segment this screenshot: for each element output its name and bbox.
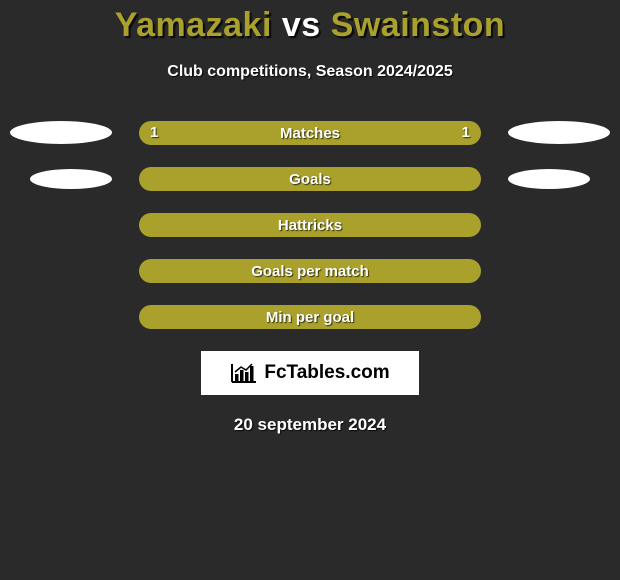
player-marker-right <box>508 121 610 144</box>
title-vs: vs <box>282 6 321 44</box>
player-marker-left <box>10 121 112 144</box>
stat-bar: Goals <box>139 167 481 191</box>
stat-bar: Hattricks <box>139 213 481 237</box>
logo: FcTables.com <box>201 351 419 395</box>
stat-label: Goals <box>139 167 481 191</box>
stat-label: Matches <box>139 121 481 145</box>
stat-label: Hattricks <box>139 213 481 237</box>
infographic: Yamazaki vs Swainston Club competitions,… <box>0 0 620 580</box>
stat-value-right: 1 <box>462 124 470 141</box>
stat-row: Matches1 1 <box>0 121 620 145</box>
bar-chart-icon <box>230 362 258 384</box>
date: 20 september 2024 <box>0 415 620 435</box>
stat-label: Min per goal <box>139 305 481 329</box>
stat-value-left: 1 <box>150 124 158 141</box>
title-left-player: Yamazaki <box>115 6 272 44</box>
player-marker-right <box>508 169 590 189</box>
logo-text: FcTables.com <box>264 362 389 384</box>
stat-row: Min per goal <box>0 305 620 329</box>
subtitle: Club competitions, Season 2024/2025 <box>0 63 620 81</box>
stat-label: Goals per match <box>139 259 481 283</box>
stat-row: Goals <box>0 167 620 191</box>
stat-row: Goals per match <box>0 259 620 283</box>
player-marker-left <box>30 169 112 189</box>
stat-row: Hattricks <box>0 213 620 237</box>
stat-bar: Goals per match <box>139 259 481 283</box>
stat-bar: Matches <box>139 121 481 145</box>
stat-bar: Min per goal <box>139 305 481 329</box>
page-title: Yamazaki vs Swainston <box>0 6 620 45</box>
title-right-player: Swainston <box>331 6 506 44</box>
stat-rows: Matches1 1 Goals Hattricks Goals per match Mi… <box>0 121 620 329</box>
